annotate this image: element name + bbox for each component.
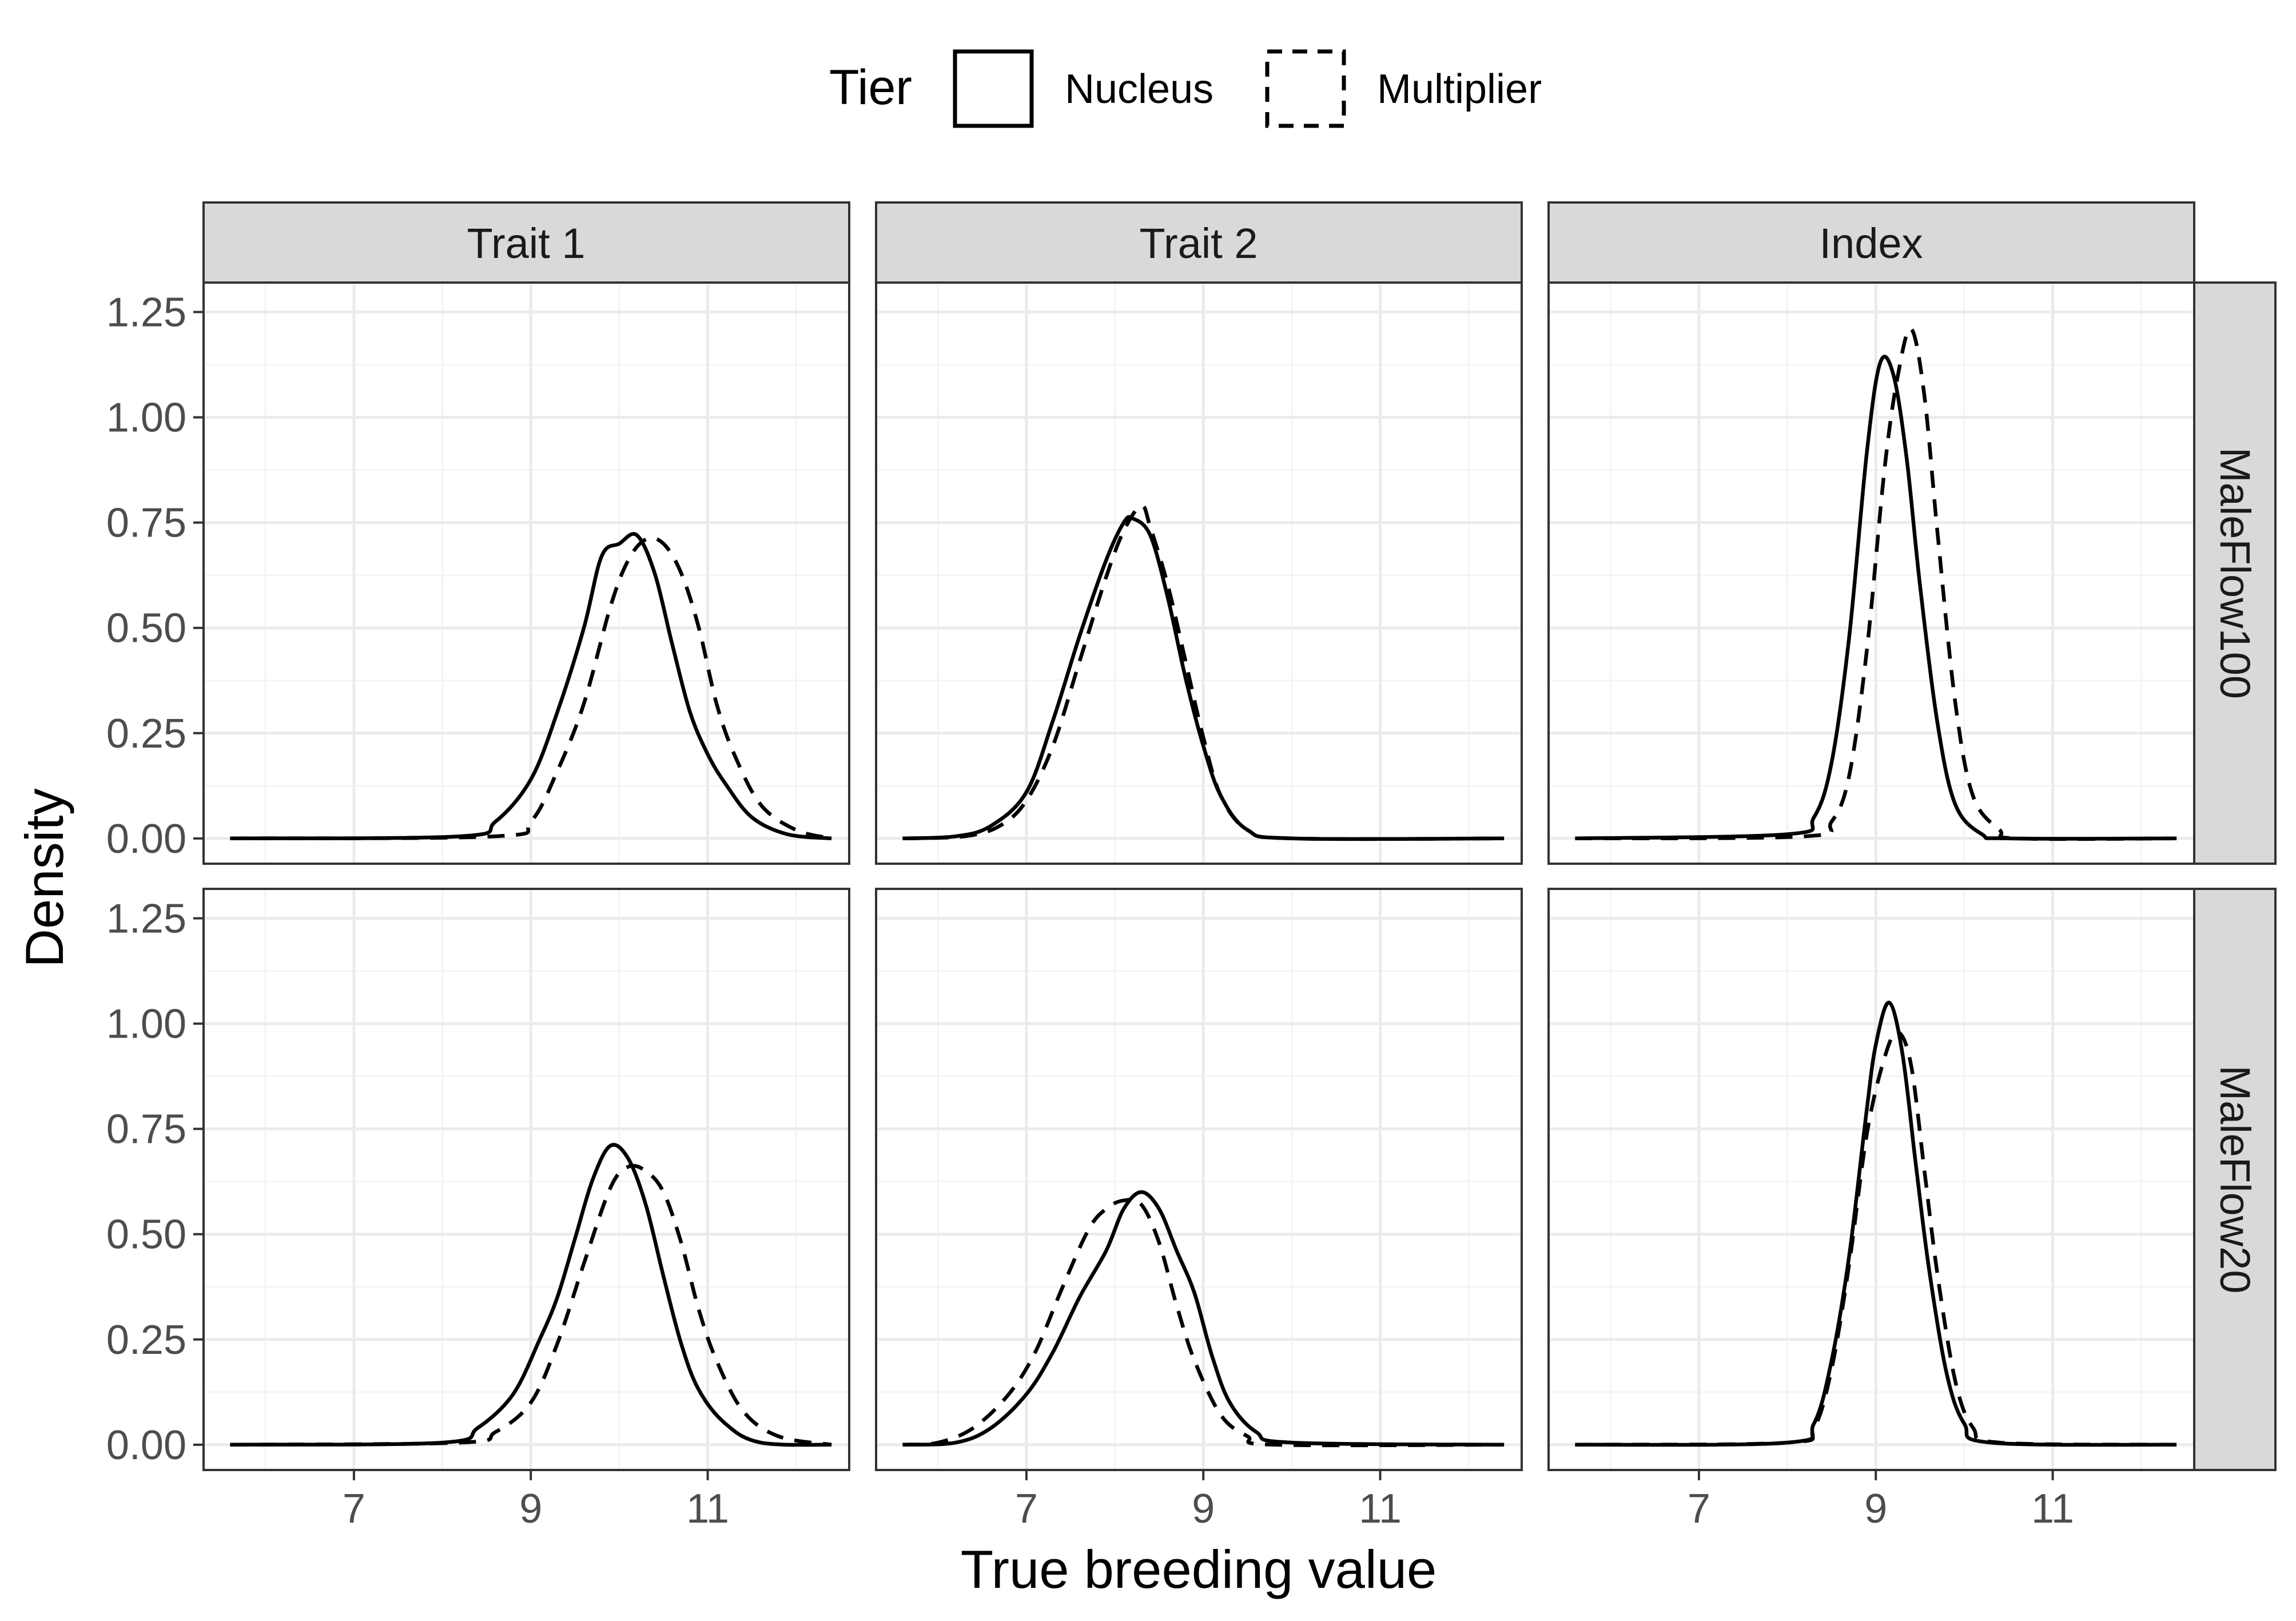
- y-axis-title: Density: [14, 788, 74, 967]
- x-tick-label: 9: [1864, 1486, 1887, 1532]
- legend: Tier Nucleus Multiplier: [829, 49, 1542, 128]
- y-tick-label: 1.25: [106, 290, 186, 336]
- axes: 0.00 0.25 0.50 0.75 1.00 1.25 0.00 0.25 0.50 0.75…: [106, 290, 2074, 1532]
- y-tick-label: 0.00: [106, 816, 186, 862]
- density-curve-multiplier: [1575, 327, 2177, 841]
- panel-border: [1547, 888, 2195, 1471]
- strip-trait-2: [875, 201, 1523, 284]
- density-curve-multiplier: [902, 503, 1505, 841]
- x-tick-label: 11: [2031, 1486, 2074, 1532]
- y-tick-label: 1.00: [106, 1002, 186, 1047]
- y-tick-label: 0.00: [106, 1423, 186, 1468]
- panel-border: [202, 888, 850, 1471]
- panel-background: [204, 889, 849, 1470]
- y-tick-label: 0.25: [106, 1317, 186, 1363]
- x-tick-label: 11: [686, 1486, 729, 1532]
- gridlines: [1549, 889, 2194, 1470]
- gridlines: [204, 889, 849, 1470]
- density-curve-multiplier: [230, 536, 832, 841]
- gridlines: [204, 283, 849, 864]
- y-tick-label: 1.00: [106, 395, 186, 441]
- row-strips: MaleFlow100 MaleFlow20: [2193, 281, 2277, 1471]
- panel-border: [875, 888, 1523, 1471]
- strip-maleflow20: [2193, 888, 2277, 1471]
- y-tick-label: 0.75: [106, 500, 186, 546]
- legend-label-multiplier: Multiplier: [1377, 66, 1542, 112]
- density-curve-multiplier: [902, 1198, 1505, 1448]
- gridlines: [876, 889, 1522, 1470]
- panel-background: [876, 889, 1522, 1470]
- panels: [202, 281, 2195, 1471]
- strip-label-maleflow20: MaleFlow20: [2211, 1066, 2259, 1294]
- strip-label-trait-1: Trait 1: [467, 220, 586, 267]
- panel-border: [875, 281, 1523, 865]
- panel-maleflow20-trait-1: [202, 888, 850, 1471]
- x-tick-label: 11: [1359, 1486, 1402, 1532]
- density-curve-nucleus: [230, 1143, 832, 1447]
- y-tick-label: 0.50: [106, 1212, 186, 1258]
- density-curve-nucleus: [1575, 1000, 2177, 1447]
- strip-label-trait-2: Trait 2: [1140, 220, 1258, 267]
- panel-background: [204, 283, 849, 864]
- x-tick-label: 7: [1688, 1486, 1710, 1532]
- density-curve-nucleus: [230, 532, 832, 841]
- panel-maleflow100-index: [1547, 281, 2195, 865]
- x-tick-label: 7: [343, 1486, 365, 1532]
- y-tick-label: 0.25: [106, 711, 186, 757]
- strip-maleflow100: [2193, 281, 2277, 865]
- panel-background: [876, 283, 1522, 864]
- strip-trait-1: [202, 201, 850, 284]
- panel-background: [1549, 889, 2194, 1470]
- strip-label-index: Index: [1819, 220, 1923, 267]
- density-curve-multiplier: [230, 1163, 832, 1447]
- x-tick-label: 9: [519, 1486, 542, 1532]
- density-curve-multiplier: [1575, 1030, 2177, 1447]
- panel-border: [202, 281, 850, 865]
- legend-key-multiplier: [1265, 49, 1346, 128]
- panel-border: [1547, 281, 2195, 865]
- density-curve-nucleus: [1575, 355, 2177, 841]
- x-axis-title: True breeding value: [961, 1539, 1437, 1599]
- x-tick-label: 9: [1192, 1486, 1215, 1532]
- panel-maleflow100-trait-1: [202, 281, 850, 865]
- panel-background: [1549, 283, 2194, 864]
- legend-key-nucleus: [953, 49, 1034, 128]
- panel-maleflow20-trait-2: [875, 888, 1523, 1471]
- density-curve-nucleus: [902, 1190, 1505, 1447]
- strip-label-maleflow100: MaleFlow100: [2211, 447, 2259, 699]
- panel-maleflow100-trait-2: [875, 281, 1523, 865]
- panel-maleflow20-index: [1547, 888, 2195, 1471]
- legend-title: Tier: [829, 60, 912, 115]
- legend-label-nucleus: Nucleus: [1065, 66, 1213, 112]
- y-tick-label: 1.25: [106, 896, 186, 942]
- gridlines: [876, 283, 1522, 864]
- y-tick-label: 0.50: [106, 606, 186, 651]
- column-strips: Trait 1 Trait 2 Index: [202, 201, 2195, 284]
- x-tick-label: 7: [1015, 1486, 1038, 1532]
- y-tick-label: 0.75: [106, 1107, 186, 1153]
